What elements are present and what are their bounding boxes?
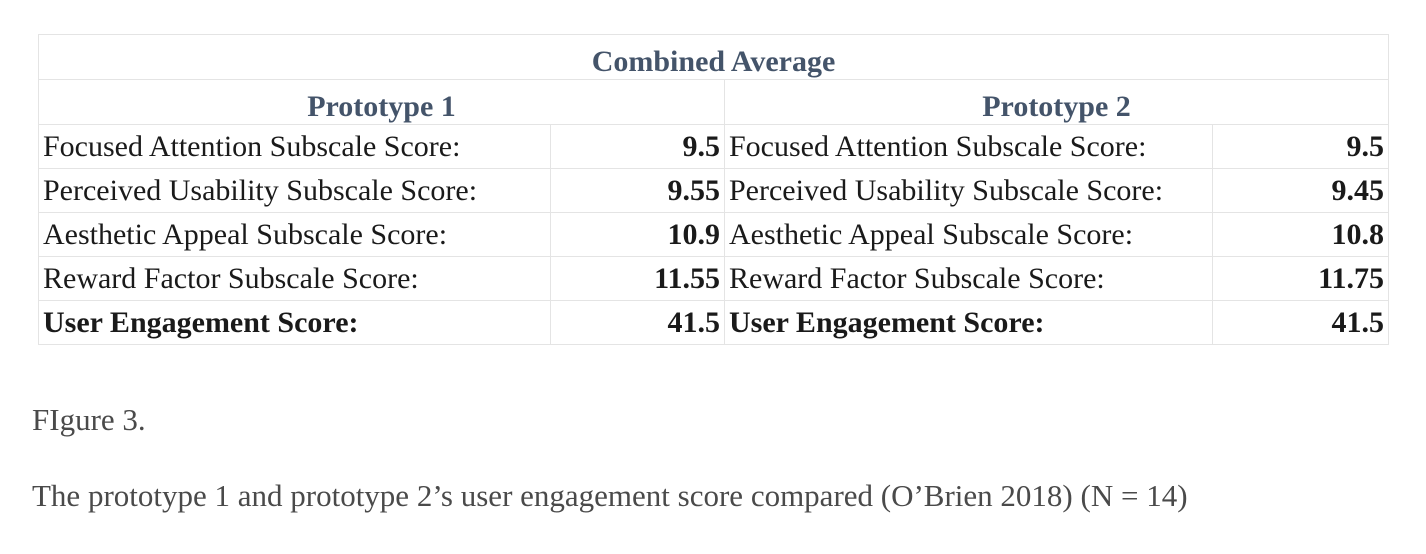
p1-row-value: 11.55: [550, 256, 725, 301]
table-row: Focused Attention Subscale Score: 9.5 Fo…: [38, 124, 1390, 169]
p1-row-label: Focused Attention Subscale Score:: [38, 124, 551, 169]
p2-row-label: Aesthetic Appeal Subscale Score:: [724, 212, 1213, 257]
p1-total-label: User Engagement Score:: [38, 300, 551, 345]
p2-row-label: Focused Attention Subscale Score:: [724, 124, 1213, 169]
table-title-row: Combined Average: [37, 34, 1390, 80]
total-row: User Engagement Score: 41.5 User Engagem…: [38, 300, 1390, 345]
prototype-2-header: Prototype 2: [723, 79, 1390, 125]
p2-total-value: 41.5: [1211, 300, 1390, 345]
p1-row-label: Reward Factor Subscale Score:: [38, 256, 551, 301]
prototype-1-header: Prototype 1: [38, 79, 725, 125]
p1-row-value: 10.9: [550, 212, 725, 257]
p2-row-value: 9.5: [1211, 124, 1390, 169]
p1-total-value: 41.5: [550, 300, 725, 345]
p2-row-value: 9.45: [1211, 168, 1390, 213]
figure-caption: The prototype 1 and prototype 2’s user e…: [32, 478, 1188, 513]
table-title: Combined Average: [37, 34, 1390, 80]
table-row: Aesthetic Appeal Subscale Score: 10.9 Ae…: [38, 212, 1390, 257]
p2-row-label: Reward Factor Subscale Score:: [724, 256, 1213, 301]
p2-total-label: User Engagement Score:: [724, 300, 1213, 345]
p1-row-label: Aesthetic Appeal Subscale Score:: [38, 212, 551, 257]
p1-row-value: 9.5: [550, 124, 725, 169]
p2-row-value: 10.8: [1211, 212, 1390, 257]
prototype-header-row: Prototype 1 Prototype 2: [38, 79, 1390, 125]
p1-row-label: Perceived Usability Subscale Score:: [38, 168, 551, 213]
engagement-score-table: Combined Average Prototype 1 Prototype 2…: [37, 34, 1390, 345]
p2-row-label: Perceived Usability Subscale Score:: [724, 168, 1213, 213]
p1-row-value: 9.55: [550, 168, 725, 213]
table-row: Perceived Usability Subscale Score: 9.55…: [38, 168, 1390, 213]
p2-row-value: 11.75: [1211, 256, 1390, 301]
figure-label: FIgure 3.: [32, 402, 146, 437]
table-row: Reward Factor Subscale Score: 11.55 Rewa…: [38, 256, 1390, 301]
